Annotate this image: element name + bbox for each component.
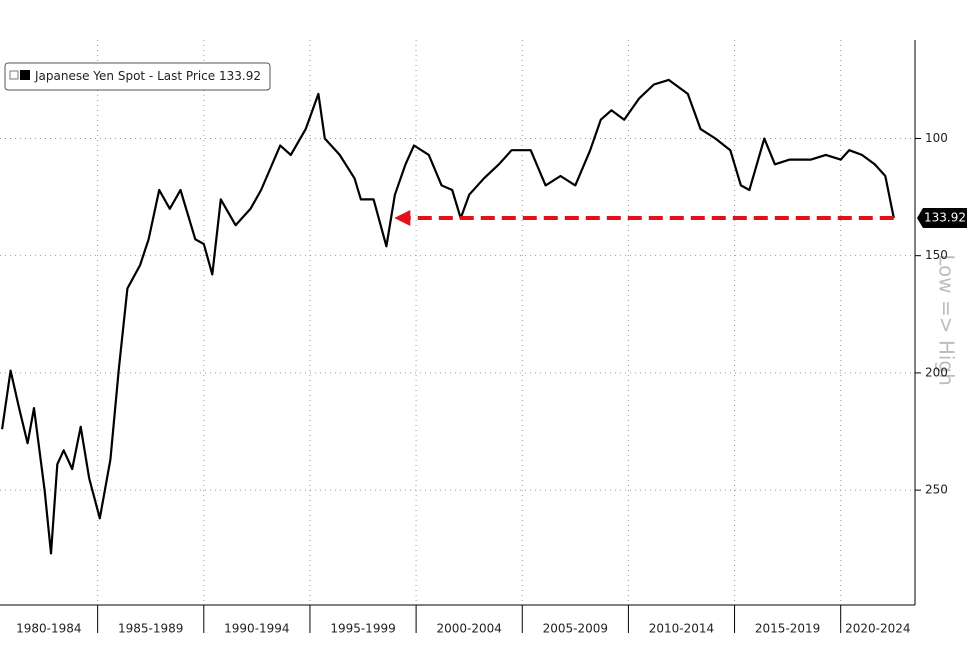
- legend: Japanese Yen Spot - Last Price 133.92: [4, 62, 271, 91]
- last-price-label: 133.92: [924, 210, 966, 224]
- x-band-label: 1990-1994: [224, 622, 289, 636]
- legend-name: Japanese Yen Spot - Last Price: [34, 69, 215, 83]
- x-band-label: 1985-1989: [118, 622, 183, 636]
- y-tick-label: 150: [925, 248, 948, 262]
- series-line: [1, 78, 895, 555]
- legend-swatch: [20, 70, 30, 80]
- y-axis-label: Low => High: [935, 254, 959, 386]
- x-band-label: 1980-1984: [16, 622, 81, 636]
- x-band-label: 2000-2004: [436, 622, 501, 636]
- grid-layer: [0, 40, 921, 633]
- x-band-label: 2015-2019: [755, 622, 820, 636]
- y-tick-label: 250: [925, 483, 948, 497]
- y-tick-label: 200: [925, 365, 948, 379]
- x-band-label: 2020-2024: [845, 622, 910, 636]
- y-tick-label: 100: [925, 131, 948, 145]
- x-band-label: 2005-2009: [543, 622, 608, 636]
- x-band-label: 2010-2014: [649, 622, 714, 636]
- legend-label: Japanese Yen Spot - Last Price 133.92: [34, 69, 261, 83]
- legend-value: 133.92: [219, 69, 261, 83]
- x-band-label: 1995-1999: [330, 622, 395, 636]
- legend-box: [4, 62, 271, 91]
- last-price-tag: [917, 207, 967, 228]
- legend-expand: [9, 70, 19, 80]
